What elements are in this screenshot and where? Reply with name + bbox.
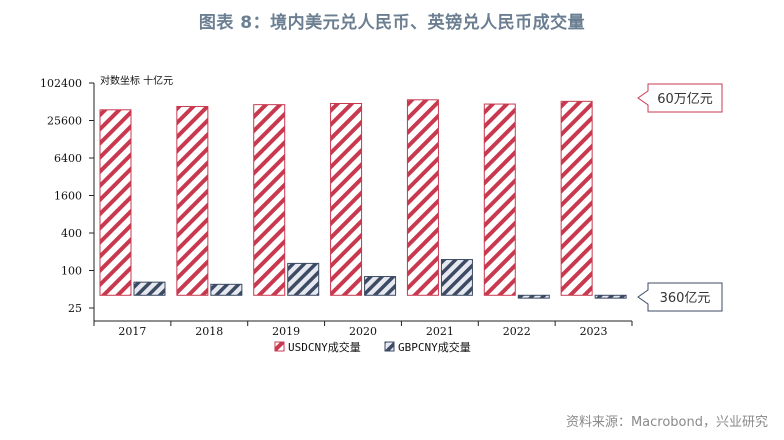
callouts: 60万亿元 360亿元 — [637, 83, 723, 312]
x-tick-label: 2022 — [503, 325, 531, 338]
bar-gbpcny — [210, 283, 243, 296]
bar-gbpcny — [594, 294, 627, 299]
bars — [99, 99, 627, 299]
bar-usdcny — [176, 105, 209, 296]
y-tick-label: 25 — [68, 302, 82, 315]
y-tick-label: 1600 — [54, 190, 82, 203]
y-tick-label: 6400 — [54, 152, 82, 165]
legend-label: USDCNY成交量 — [288, 340, 361, 354]
bar-usdcny — [330, 102, 363, 296]
callout-box — [637, 83, 723, 113]
bar-usdcny — [560, 100, 593, 296]
axis-labels: 25 100 400 1600 6400 25600 102400 2017 2018 2019 2… — [40, 77, 608, 338]
bar-gbpcny — [440, 259, 473, 296]
source-note: 资料来源：Macrobond，兴业研究 — [565, 415, 768, 430]
x-tick-label: 2019 — [272, 325, 300, 338]
x-tick-label: 2020 — [349, 325, 377, 338]
bar-gbpcny — [364, 276, 397, 296]
axes — [89, 82, 633, 326]
x-tick-label: 2018 — [195, 325, 223, 338]
legend-swatch — [274, 341, 285, 352]
y-tick-label: 400 — [61, 227, 82, 240]
bar-gbpcny — [287, 262, 320, 296]
bar-usdcny — [99, 109, 132, 296]
callout-box — [637, 282, 723, 312]
y-tick-label: 102400 — [40, 77, 82, 90]
chart-title: 图表 8：境内美元兑人民币、英镑兑人民币成交量 — [198, 13, 586, 33]
callout-label: 60万亿元 — [657, 92, 713, 107]
legend-swatch — [384, 341, 395, 352]
y-tick-label: 25600 — [47, 115, 82, 128]
bar-usdcny — [483, 103, 516, 296]
x-tick-label: 2023 — [580, 325, 608, 338]
bar-gbpcny — [133, 281, 166, 296]
bar-usdcny — [406, 99, 439, 296]
callout-label: 360亿元 — [660, 291, 711, 306]
bar-gbpcny — [517, 294, 550, 299]
x-tick-label: 2021 — [426, 325, 454, 338]
y-tick-label: 100 — [61, 265, 82, 278]
legend: USDCNY成交量 GBPCNY成交量 — [274, 340, 471, 354]
legend-label: GBPCNY成交量 — [398, 340, 471, 354]
bar-usdcny — [253, 104, 286, 296]
x-tick-label: 2017 — [118, 325, 146, 338]
unit-note: 对数坐标 十亿元 — [100, 74, 173, 87]
